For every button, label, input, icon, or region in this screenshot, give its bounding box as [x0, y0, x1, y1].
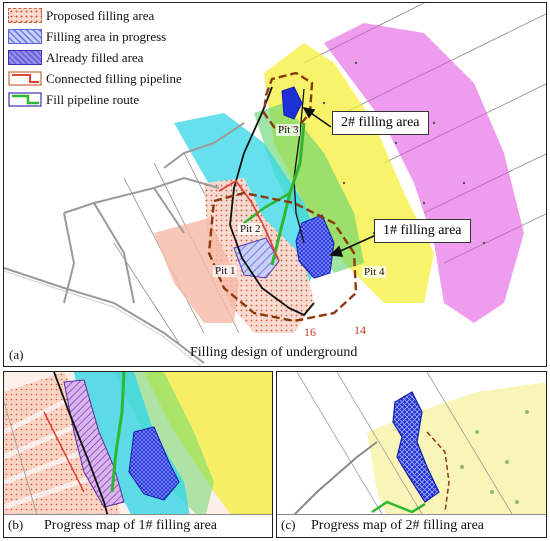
panel-b-letter: (b) — [8, 517, 24, 532]
fill-pipeline-branch — [243, 191, 291, 224]
b-connected-pipeline — [43, 411, 85, 493]
panel-c-progress-map-2: (c) Progress map of 2# filling area — [276, 371, 547, 538]
panel-c-caption: Progress map of 2# filling area — [311, 518, 485, 533]
pit4-label: Pit 4 — [362, 266, 387, 278]
legend-label-connected-pipeline: Connected filling pipeline — [46, 70, 182, 86]
progress-map-2-drawing — [277, 372, 546, 537]
pipeline-route-swatch — [8, 92, 42, 107]
label-14: 14 — [354, 323, 366, 337]
proposed-area-swatch — [8, 8, 42, 23]
pit1-label: Pit 1 — [213, 265, 238, 277]
panel-a-caption: Filling design of underground — [190, 345, 358, 360]
panel-b-progress-map-1: (b) Progress map of 1# filling area — [3, 371, 273, 538]
label-16: 16 — [304, 325, 316, 339]
c-filled-area — [392, 391, 440, 503]
b-pipeline-route — [110, 372, 126, 493]
filled-area-swatch — [8, 50, 42, 65]
b-filled-area — [128, 426, 180, 501]
filled-area-1 — [295, 214, 335, 279]
underground-map-drawing — [4, 3, 546, 366]
legend-item-pipeline-route: Fill pipeline route — [8, 89, 213, 110]
corridor-outline — [229, 86, 315, 317]
map-legend: Proposed filling area Filling area in pr… — [8, 5, 213, 110]
c-drill-points — [460, 410, 529, 504]
panel-c-caption-bar — [277, 514, 546, 537]
c-brown-boundary — [426, 431, 450, 513]
progress-map-1-drawing — [4, 372, 272, 537]
panel-a-letter: (a) — [9, 347, 24, 362]
legend-item-filled: Already filled area — [8, 47, 213, 68]
legend-item-proposed: Proposed filling area — [8, 5, 213, 26]
in-progress-swatch — [8, 29, 42, 44]
pit12-boundary — [207, 191, 358, 323]
legend-label-proposed: Proposed filling area — [46, 7, 155, 23]
legend-label-filled: Already filled area — [46, 49, 144, 65]
c-pipeline-route — [371, 500, 426, 514]
legend-label-in-progress: Filling area in progress — [46, 28, 167, 44]
magenta-zone — [324, 23, 524, 323]
filled-area-2 — [281, 86, 303, 120]
panel-b-caption: Progress map of 1# filling area — [44, 518, 218, 533]
b-in-progress — [63, 379, 125, 508]
green-zone — [254, 103, 364, 273]
panel-a-underground-map: Proposed filling area Filling area in pr… — [3, 2, 547, 367]
panel-c-letter: (c) — [281, 517, 296, 532]
connected-pipeline — [218, 179, 280, 262]
pit1-in-progress — [233, 237, 280, 279]
c-road — [277, 441, 378, 533]
c-survey-lines — [296, 372, 527, 537]
pit3-label: Pit 3 — [276, 124, 301, 136]
proposed-zone-left — [154, 218, 239, 323]
road-network — [4, 122, 245, 366]
callout-2-filling-area: 2# filling area — [332, 111, 429, 135]
connected-pipeline-swatch — [8, 71, 42, 86]
pit2-label: Pit 2 — [238, 223, 263, 235]
legend-item-in-progress: Filling area in progress — [8, 26, 213, 47]
callout-1-filling-area: 1# filling area — [374, 219, 471, 243]
panel-b-caption-bar — [4, 514, 272, 537]
legend-label-pipeline-route: Fill pipeline route — [46, 91, 140, 107]
legend-item-connected-pipeline: Connected filling pipeline — [8, 68, 213, 89]
callout-arrows — [302, 106, 377, 257]
